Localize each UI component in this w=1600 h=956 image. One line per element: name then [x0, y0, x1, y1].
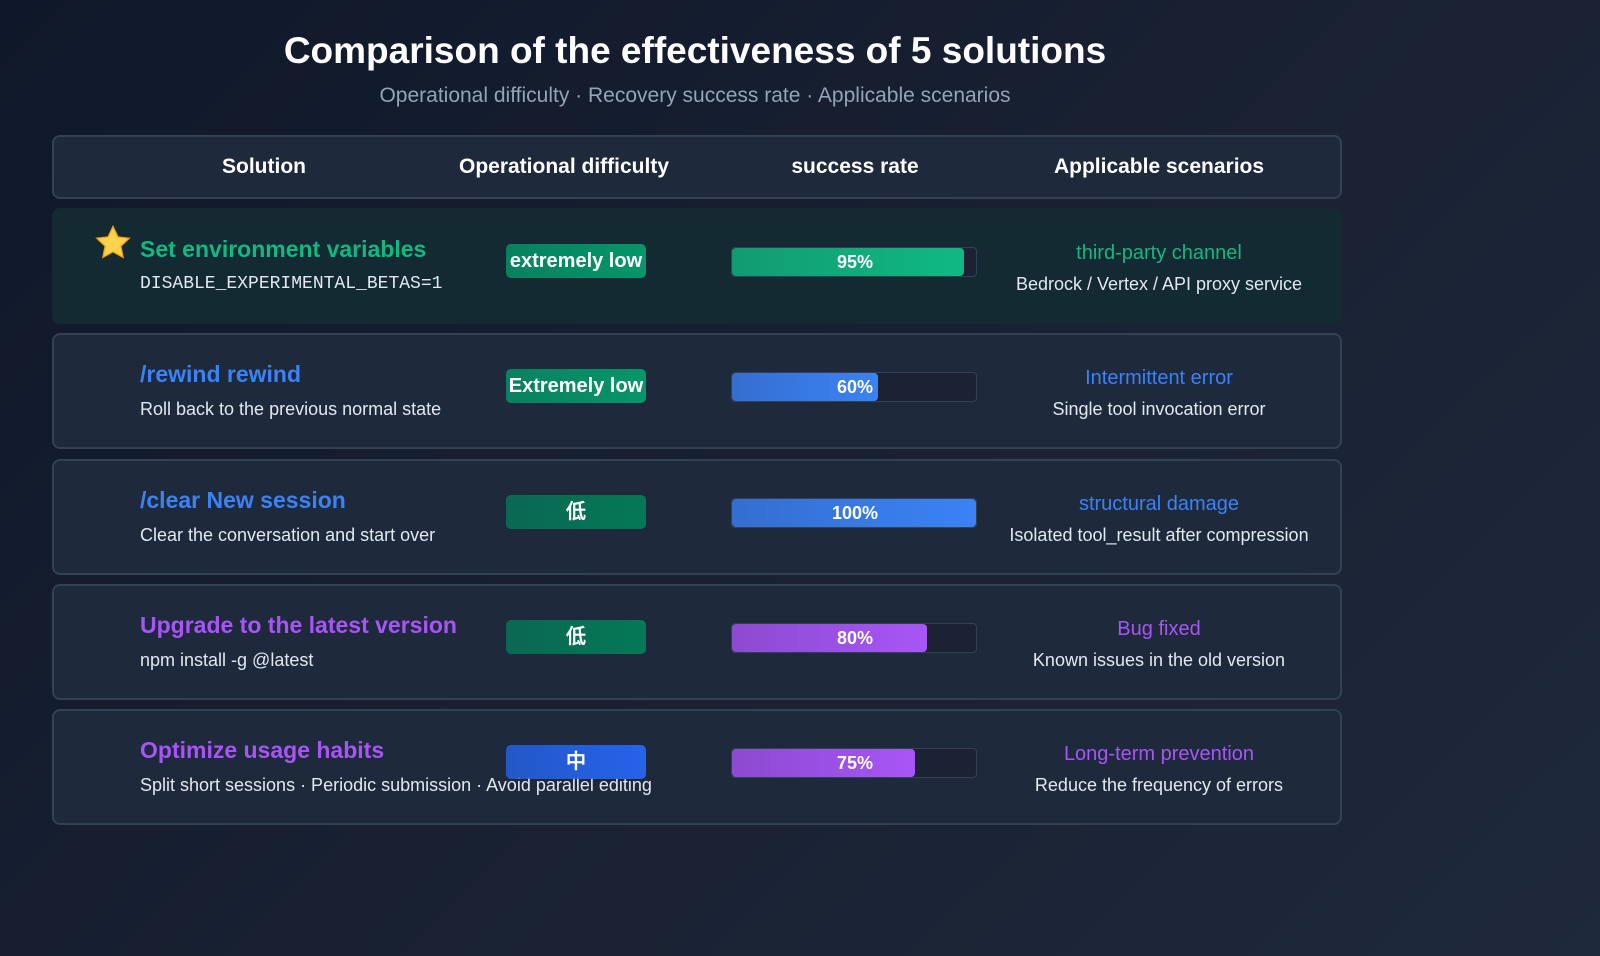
column-header: success rate: [791, 155, 919, 178]
solution-detail: DISABLE_EXPERIMENTAL_BETAS=1: [140, 274, 443, 294]
subtitle: Operational difficulty · Recovery succes…: [379, 84, 1011, 107]
solution-detail: npm install -g @latest: [140, 650, 314, 670]
rate-label: 75%: [836, 753, 874, 773]
scenario: Bug fixed: [1117, 618, 1201, 640]
title: Comparison of the effectiveness of 5 sol…: [283, 30, 1107, 71]
table-header: Solution Operational difficulty success …: [52, 135, 1342, 199]
column-header: Solution: [222, 155, 306, 178]
solution-name: /clear New session: [140, 487, 346, 513]
difficulty-badge: extremely low: [506, 244, 646, 278]
rate-bar: [732, 499, 976, 527]
rate-track: [731, 623, 977, 653]
scenario: structural damage: [1078, 493, 1240, 515]
solution-name: /rewind rewind: [140, 361, 302, 387]
rate-track: [731, 498, 977, 528]
rate-track: [731, 748, 977, 778]
star-icon: [95, 224, 131, 259]
difficulty-badge: 低: [506, 495, 646, 529]
solution-detail: Roll back to the previous normal state: [140, 399, 442, 419]
rate-track: [731, 247, 977, 277]
solution-detail: Split short sessions · Periodic submissi…: [140, 775, 652, 795]
rate-label: 95%: [836, 252, 874, 272]
solution-name: Optimize usage habits: [140, 737, 385, 763]
table-row: /clear New session Clear the conversation…: [52, 459, 1342, 575]
solution-name: Set environment variables: [140, 236, 427, 262]
table-row: Upgrade to the latest version npm install…: [52, 584, 1342, 700]
scenario: third-party channel: [1076, 242, 1242, 264]
rate-bar: [732, 248, 964, 276]
rate-bar: [732, 624, 928, 652]
scenario: Long-term prevention: [1063, 743, 1255, 765]
scenario-detail: Reduce the frequency of errors: [1034, 775, 1284, 795]
solution-detail: Clear the conversation and start over: [140, 525, 436, 545]
difficulty-badge: 低: [506, 620, 646, 654]
scenario-detail: Isolated tool_result after compression: [1009, 525, 1309, 545]
table-row: Set environment variables DISABLE_EXPERIM…: [52, 208, 1342, 324]
scenario-detail: Bedrock / Vertex / API proxy service: [1015, 274, 1303, 294]
table-row: /rewind rewind Roll back to the previous …: [52, 333, 1342, 449]
difficulty-badge: 中: [506, 745, 646, 779]
rate-label: 100%: [831, 503, 879, 523]
scenario-detail: Known issues in the old version: [1032, 650, 1286, 670]
rate-bar: [732, 749, 915, 777]
difficulty-badge: Extremely low: [506, 369, 646, 403]
rate-bar: [732, 373, 879, 401]
rate-track: [731, 372, 977, 402]
scenario: Intermittent error: [1085, 367, 1233, 389]
column-header: Operational difficulty: [458, 155, 670, 178]
rate-label: 80%: [836, 628, 874, 648]
solution-name: Upgrade to the latest version: [140, 612, 457, 638]
table-row: Optimize usage habits Split short session…: [52, 709, 1342, 825]
column-header: Applicable scenarios: [1053, 155, 1265, 178]
rate-label: 60%: [836, 377, 874, 397]
scenario-detail: Single tool invocation error: [1052, 399, 1266, 419]
